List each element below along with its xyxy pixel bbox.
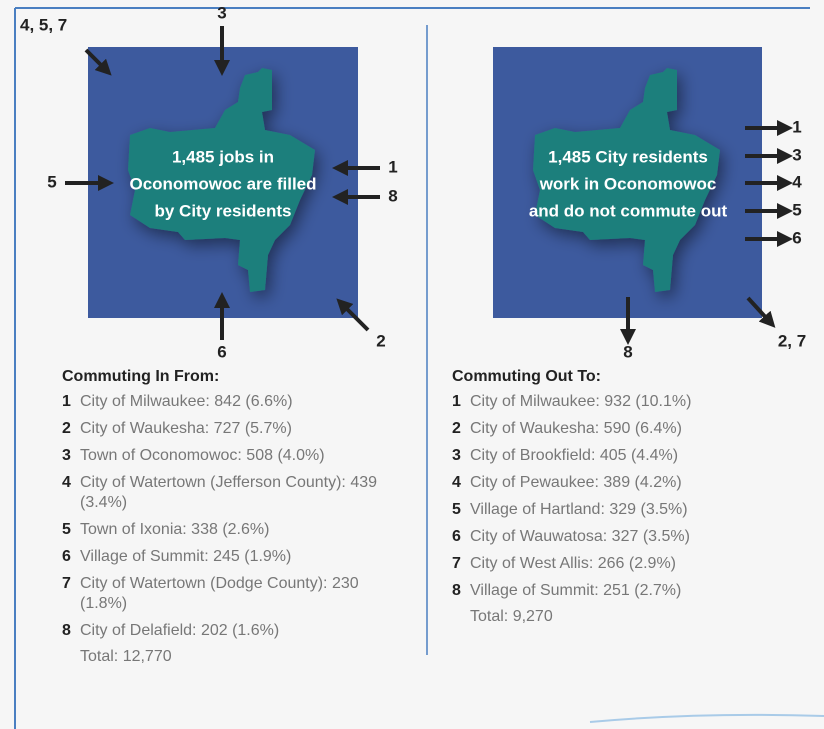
item-number: 3 bbox=[62, 447, 71, 464]
item-number: 7 bbox=[62, 575, 71, 592]
center-text: by City residents bbox=[155, 201, 292, 220]
list-item: 5 Town of Ixonia: 338 (2.6%) bbox=[62, 520, 402, 540]
list-item: 6 City of Wauwatosa: 327 (3.5%) bbox=[452, 527, 792, 547]
commuting-in-list: Commuting In From: 1 City of Milwaukee: 84… bbox=[62, 368, 402, 666]
item-text: City of Brookfield: 405 (4.4%) bbox=[470, 447, 679, 464]
item-text: Village of Summit: 245 (1.9%) bbox=[80, 548, 292, 565]
center-text: and do not commute out bbox=[529, 201, 728, 220]
list-item: 2 City of Waukesha: 590 (6.4%) bbox=[452, 419, 792, 439]
list-item: 6 Village of Summit: 245 (1.9%) bbox=[62, 547, 402, 567]
item-text: City of Pewaukee: 389 (4.2%) bbox=[470, 474, 682, 491]
list-item: 8 Village of Summit: 251 (2.7%) bbox=[452, 581, 792, 601]
arrow-label: 5 bbox=[792, 200, 801, 219]
list-item: 5 Village of Hartland: 329 (3.5%) bbox=[452, 500, 792, 520]
item-number: 4 bbox=[62, 474, 71, 491]
item-text: City of Watertown (Jefferson County): 43… bbox=[80, 474, 378, 511]
list-item: 7 City of West Allis: 266 (2.9%) bbox=[452, 554, 792, 574]
item-text: City of Milwaukee: 842 (6.6%) bbox=[80, 393, 293, 410]
item-text: City of Waukesha: 727 (5.7%) bbox=[80, 420, 292, 437]
item-text: City of Waukesha: 590 (6.4%) bbox=[470, 420, 682, 437]
arrow-label: 3 bbox=[792, 145, 801, 164]
center-text: 1,485 City residents bbox=[548, 147, 708, 166]
arrow bbox=[746, 296, 776, 328]
arrow-label: 4 bbox=[792, 172, 802, 191]
arrow-label: 1 bbox=[388, 157, 397, 176]
list-heading: Commuting In From: bbox=[62, 368, 220, 385]
list-item: 1 City of Milwaukee: 932 (10.1%) bbox=[452, 392, 792, 412]
item-number: 7 bbox=[452, 555, 461, 572]
item-text: Village of Summit: 251 (2.7%) bbox=[470, 582, 682, 599]
arrow-label: 5 bbox=[47, 172, 56, 191]
list-item: 4 City of Pewaukee: 389 (4.2%) bbox=[452, 473, 792, 493]
item-number: 5 bbox=[452, 501, 461, 518]
arrow-label: 1 bbox=[792, 117, 801, 136]
item-number: 6 bbox=[62, 548, 71, 565]
decor-curve bbox=[589, 713, 824, 723]
center-text: work in Oconomowoc bbox=[539, 174, 717, 193]
item-text: City of Watertown (Dodge County): 230 (1… bbox=[80, 575, 359, 612]
list-heading: Commuting Out To: bbox=[452, 368, 601, 385]
item-text: City of Wauwatosa: 327 (3.5%) bbox=[470, 528, 690, 545]
arrow-label: 6 bbox=[792, 228, 801, 247]
item-text: Village of Hartland: 329 (3.5%) bbox=[470, 501, 688, 518]
item-text: City of West Allis: 266 (2.9%) bbox=[470, 555, 676, 572]
arrow-label: 6 bbox=[217, 342, 226, 361]
item-number: 8 bbox=[62, 622, 71, 639]
list-item: 4 City of Watertown (Jefferson County): 4… bbox=[62, 473, 402, 513]
item-number: 1 bbox=[452, 393, 461, 410]
list-item: 8 City of Delafield: 202 (1.6%) bbox=[62, 621, 402, 641]
item-number: 6 bbox=[452, 528, 461, 545]
item-number: 1 bbox=[62, 393, 71, 410]
arrow-label: 2 bbox=[376, 331, 385, 350]
center-text: 1,485 jobs in bbox=[172, 147, 274, 166]
item-number: 8 bbox=[452, 582, 461, 599]
arrow bbox=[84, 48, 112, 76]
center-text: Oconomowoc are filled bbox=[129, 174, 316, 193]
list-total: Total: 9,270 bbox=[470, 608, 553, 625]
list-item: 3 City of Brookfield: 405 (4.4%) bbox=[452, 446, 792, 466]
list-item: 3 Town of Oconomowoc: 508 (4.0%) bbox=[62, 446, 402, 466]
arrow-label: 8 bbox=[623, 342, 632, 361]
arrow-label: 2, 7 bbox=[778, 331, 806, 350]
list-item: 7 City of Watertown (Dodge County): 230 (… bbox=[62, 574, 402, 614]
arrow-label: 3 bbox=[217, 3, 226, 22]
item-number: 5 bbox=[62, 521, 71, 538]
item-number: 4 bbox=[452, 474, 461, 491]
item-number: 2 bbox=[62, 420, 71, 437]
arrow-label: 4, 5, 7 bbox=[20, 15, 67, 34]
commuting-out-list: Commuting Out To: 1 City of Milwaukee: 932… bbox=[452, 368, 792, 626]
arrow bbox=[336, 298, 370, 332]
list-item: 2 City of Waukesha: 727 (5.7%) bbox=[62, 419, 402, 439]
item-number: 2 bbox=[452, 420, 461, 437]
item-text: City of Milwaukee: 932 (10.1%) bbox=[470, 393, 692, 410]
item-number: 3 bbox=[452, 447, 461, 464]
arrow-label: 8 bbox=[388, 186, 397, 205]
list-total: Total: 12,770 bbox=[80, 648, 172, 665]
item-text: City of Delafield: 202 (1.6%) bbox=[80, 622, 280, 639]
item-text: Town of Oconomowoc: 508 (4.0%) bbox=[80, 447, 325, 464]
list-item: 1 City of Milwaukee: 842 (6.6%) bbox=[62, 392, 402, 412]
item-text: Town of Ixonia: 338 (2.6%) bbox=[80, 521, 270, 538]
